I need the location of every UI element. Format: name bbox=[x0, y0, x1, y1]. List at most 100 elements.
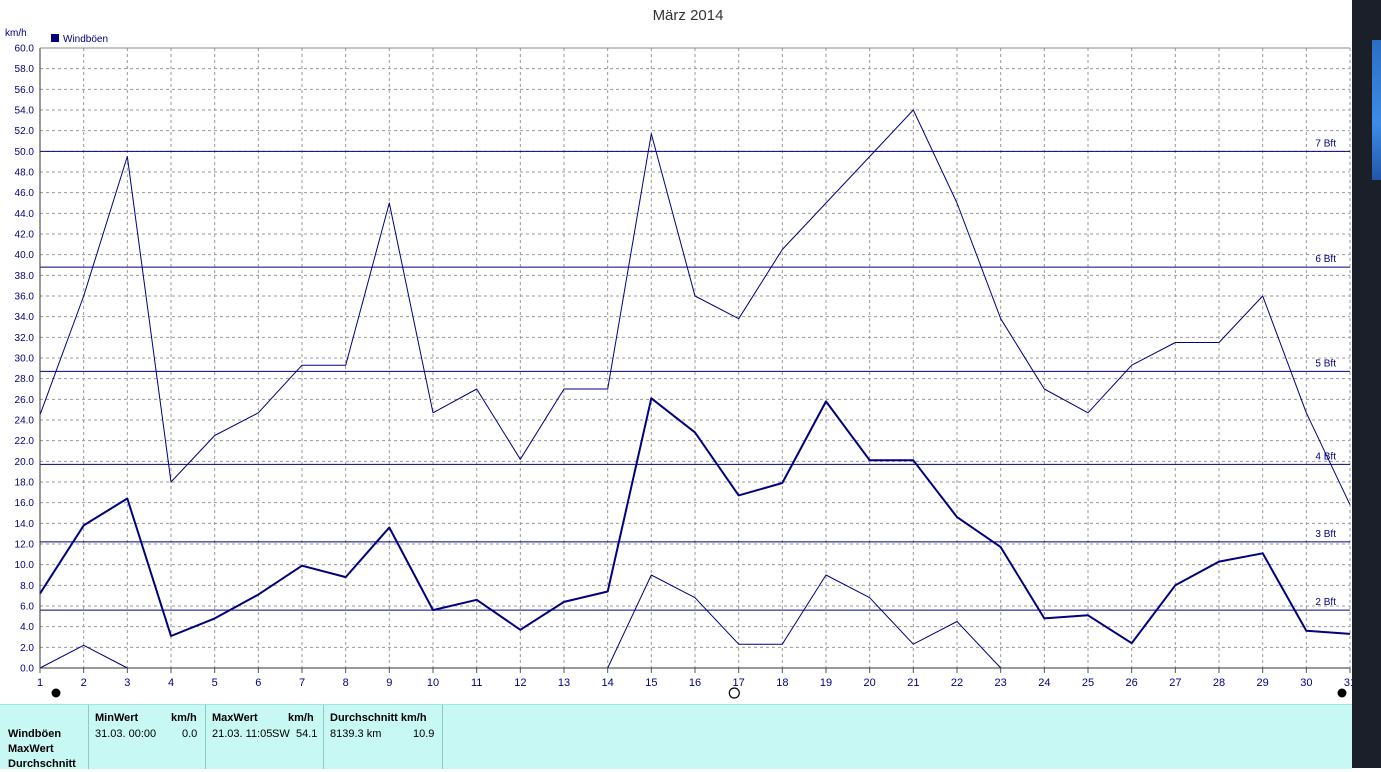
min-unit: km/h bbox=[171, 712, 197, 724]
avg-distance: 8139.3 km bbox=[330, 728, 382, 740]
y-tick-label: 20.0 bbox=[15, 457, 35, 468]
y-tick-label: 56.0 bbox=[15, 85, 35, 96]
x-tick-label: 3 bbox=[124, 677, 130, 689]
y-tick-label: 42.0 bbox=[15, 230, 35, 241]
x-tick-label: 22 bbox=[951, 677, 963, 689]
x-tick-label: 28 bbox=[1213, 677, 1225, 689]
y-tick-label: 18.0 bbox=[15, 478, 35, 489]
x-tick-label: 29 bbox=[1257, 677, 1269, 689]
y-tick-label: 22.0 bbox=[15, 436, 35, 447]
window-edge-accent bbox=[1372, 40, 1381, 180]
series-lines bbox=[39, 109, 1351, 669]
beaufort-label: 6 Bft bbox=[1315, 254, 1336, 265]
max-column: MaxWert km/h 21.03. 11:05 SW 54.1 bbox=[205, 705, 324, 769]
x-tick-label: 15 bbox=[645, 677, 657, 689]
x-tick-label: 8 bbox=[343, 677, 349, 689]
max-header: MaxWert bbox=[212, 712, 258, 724]
y-tick-label: 54.0 bbox=[15, 106, 35, 117]
y-tick-label: 24.0 bbox=[15, 416, 35, 427]
y-tick-label: 44.0 bbox=[15, 209, 35, 220]
x-tick-label: 21 bbox=[907, 677, 919, 689]
grid bbox=[39, 47, 1351, 669]
avg-header: Durchschnitt km/h bbox=[330, 712, 427, 724]
x-tick-label: 16 bbox=[689, 677, 701, 689]
x-tick-label: 11 bbox=[471, 677, 482, 689]
y-tick-label: 2.0 bbox=[20, 643, 34, 654]
y-tick-label: 28.0 bbox=[15, 374, 35, 385]
y-tick-label: 38.0 bbox=[15, 271, 35, 282]
row-label-maxwert: MaxWert bbox=[8, 743, 54, 755]
series-line-average bbox=[39, 397, 1351, 645]
beaufort-label: 3 Bft bbox=[1315, 529, 1336, 540]
min-date: 31.03. 00:00 bbox=[95, 728, 157, 740]
y-tick-label: 34.0 bbox=[15, 312, 35, 323]
y-tick-label: 32.0 bbox=[15, 333, 35, 344]
x-tick-label: 7 bbox=[299, 677, 305, 689]
x-tick-label: 17 bbox=[733, 677, 745, 689]
y-tick-label: 14.0 bbox=[15, 519, 35, 530]
y-tick-label: 40.0 bbox=[15, 250, 35, 261]
y-tick-label: 58.0 bbox=[15, 64, 35, 75]
series-line-min bbox=[607, 574, 1002, 669]
max-direction: SW bbox=[272, 728, 290, 740]
x-tick-label: 13 bbox=[558, 677, 570, 689]
moon-phases bbox=[51, 687, 1347, 699]
x-tick-label: 14 bbox=[602, 677, 614, 689]
min-header: MinWert bbox=[95, 712, 139, 724]
x-tick-label: 10 bbox=[427, 677, 439, 689]
row-label-windboeen: Windböen bbox=[8, 728, 62, 740]
y-tick-label: 30.0 bbox=[15, 354, 35, 365]
beaufort-label: 7 Bft bbox=[1315, 138, 1336, 149]
x-tick-label: 31 bbox=[1344, 677, 1352, 689]
series-line-min bbox=[39, 644, 128, 669]
new-moon-icon bbox=[51, 688, 61, 698]
statistics-panel: Windböen MaxWert Durchschnitt MinWert km… bbox=[0, 704, 1352, 772]
row-label-durchschnitt: Durchschnitt bbox=[8, 758, 76, 770]
max-date: 21.03. 11:05 bbox=[212, 728, 273, 740]
x-tick-label: 9 bbox=[386, 677, 392, 689]
y-tick-label: 26.0 bbox=[15, 395, 35, 406]
x-tick-label: 26 bbox=[1126, 677, 1138, 689]
max-value: 54.1 bbox=[296, 728, 318, 740]
beaufort-lines: 2 Bft 3 Bft 4 Bft 5 Bft 6 Bft 7 Bft bbox=[40, 138, 1350, 611]
window-edge bbox=[1352, 0, 1381, 768]
y-tick-label: 36.0 bbox=[15, 292, 35, 303]
y-tick-label: 10.0 bbox=[15, 560, 35, 571]
y-tick-label: 60.0 bbox=[15, 44, 35, 55]
chart-area: März 2014 km/h Windböen 2 Bft 3 Bft 4 Bft 5… bbox=[5, 7, 1352, 699]
average-column: Durchschnitt km/h 8139.3 km 10.9 bbox=[323, 705, 443, 769]
y-tick-label: 16.0 bbox=[15, 498, 35, 509]
x-tick-label: 30 bbox=[1300, 677, 1312, 689]
legend-swatch bbox=[51, 34, 59, 42]
min-value: 0.0 bbox=[182, 728, 198, 740]
x-tick-label: 12 bbox=[514, 677, 526, 689]
x-tick-label: 27 bbox=[1169, 677, 1181, 689]
beaufort-label: 5 Bft bbox=[1315, 358, 1336, 369]
chart-title: März 2014 bbox=[653, 7, 724, 24]
x-tick-label: 19 bbox=[820, 677, 832, 689]
x-tick-label: 18 bbox=[776, 677, 788, 689]
axes: 0.0 2.0 4.0 6.0 8.0 10.0 12.0 14.0 16.0 18.0 20.0 2… bbox=[15, 44, 1352, 690]
y-tick-label: 0.0 bbox=[20, 664, 34, 675]
new-moon-icon bbox=[1337, 688, 1347, 698]
x-tick-label: 23 bbox=[995, 677, 1007, 689]
series-line-max bbox=[39, 109, 1351, 505]
x-tick-label: 4 bbox=[168, 677, 174, 689]
y-tick-label: 50.0 bbox=[15, 147, 35, 158]
min-column: MinWert km/h 31.03. 00:00 0.0 bbox=[88, 705, 205, 769]
x-tick-label: 1 bbox=[37, 677, 43, 689]
y-tick-label: 52.0 bbox=[15, 126, 35, 137]
y-axis-unit: km/h bbox=[5, 28, 27, 39]
x-tick-label: 20 bbox=[864, 677, 876, 689]
y-tick-label: 46.0 bbox=[15, 188, 35, 199]
full-moon-icon bbox=[728, 687, 740, 699]
row-labels: Windböen MaxWert Durchschnitt bbox=[8, 727, 76, 772]
x-tick-label: 2 bbox=[81, 677, 87, 689]
y-tick-label: 6.0 bbox=[20, 602, 34, 613]
legend-label: Windböen bbox=[63, 34, 108, 45]
y-tick-label: 48.0 bbox=[15, 168, 35, 179]
x-tick-label: 25 bbox=[1082, 677, 1094, 689]
x-tick-label: 24 bbox=[1038, 677, 1050, 689]
max-unit: km/h bbox=[288, 712, 314, 724]
x-tick-label: 5 bbox=[212, 677, 218, 689]
